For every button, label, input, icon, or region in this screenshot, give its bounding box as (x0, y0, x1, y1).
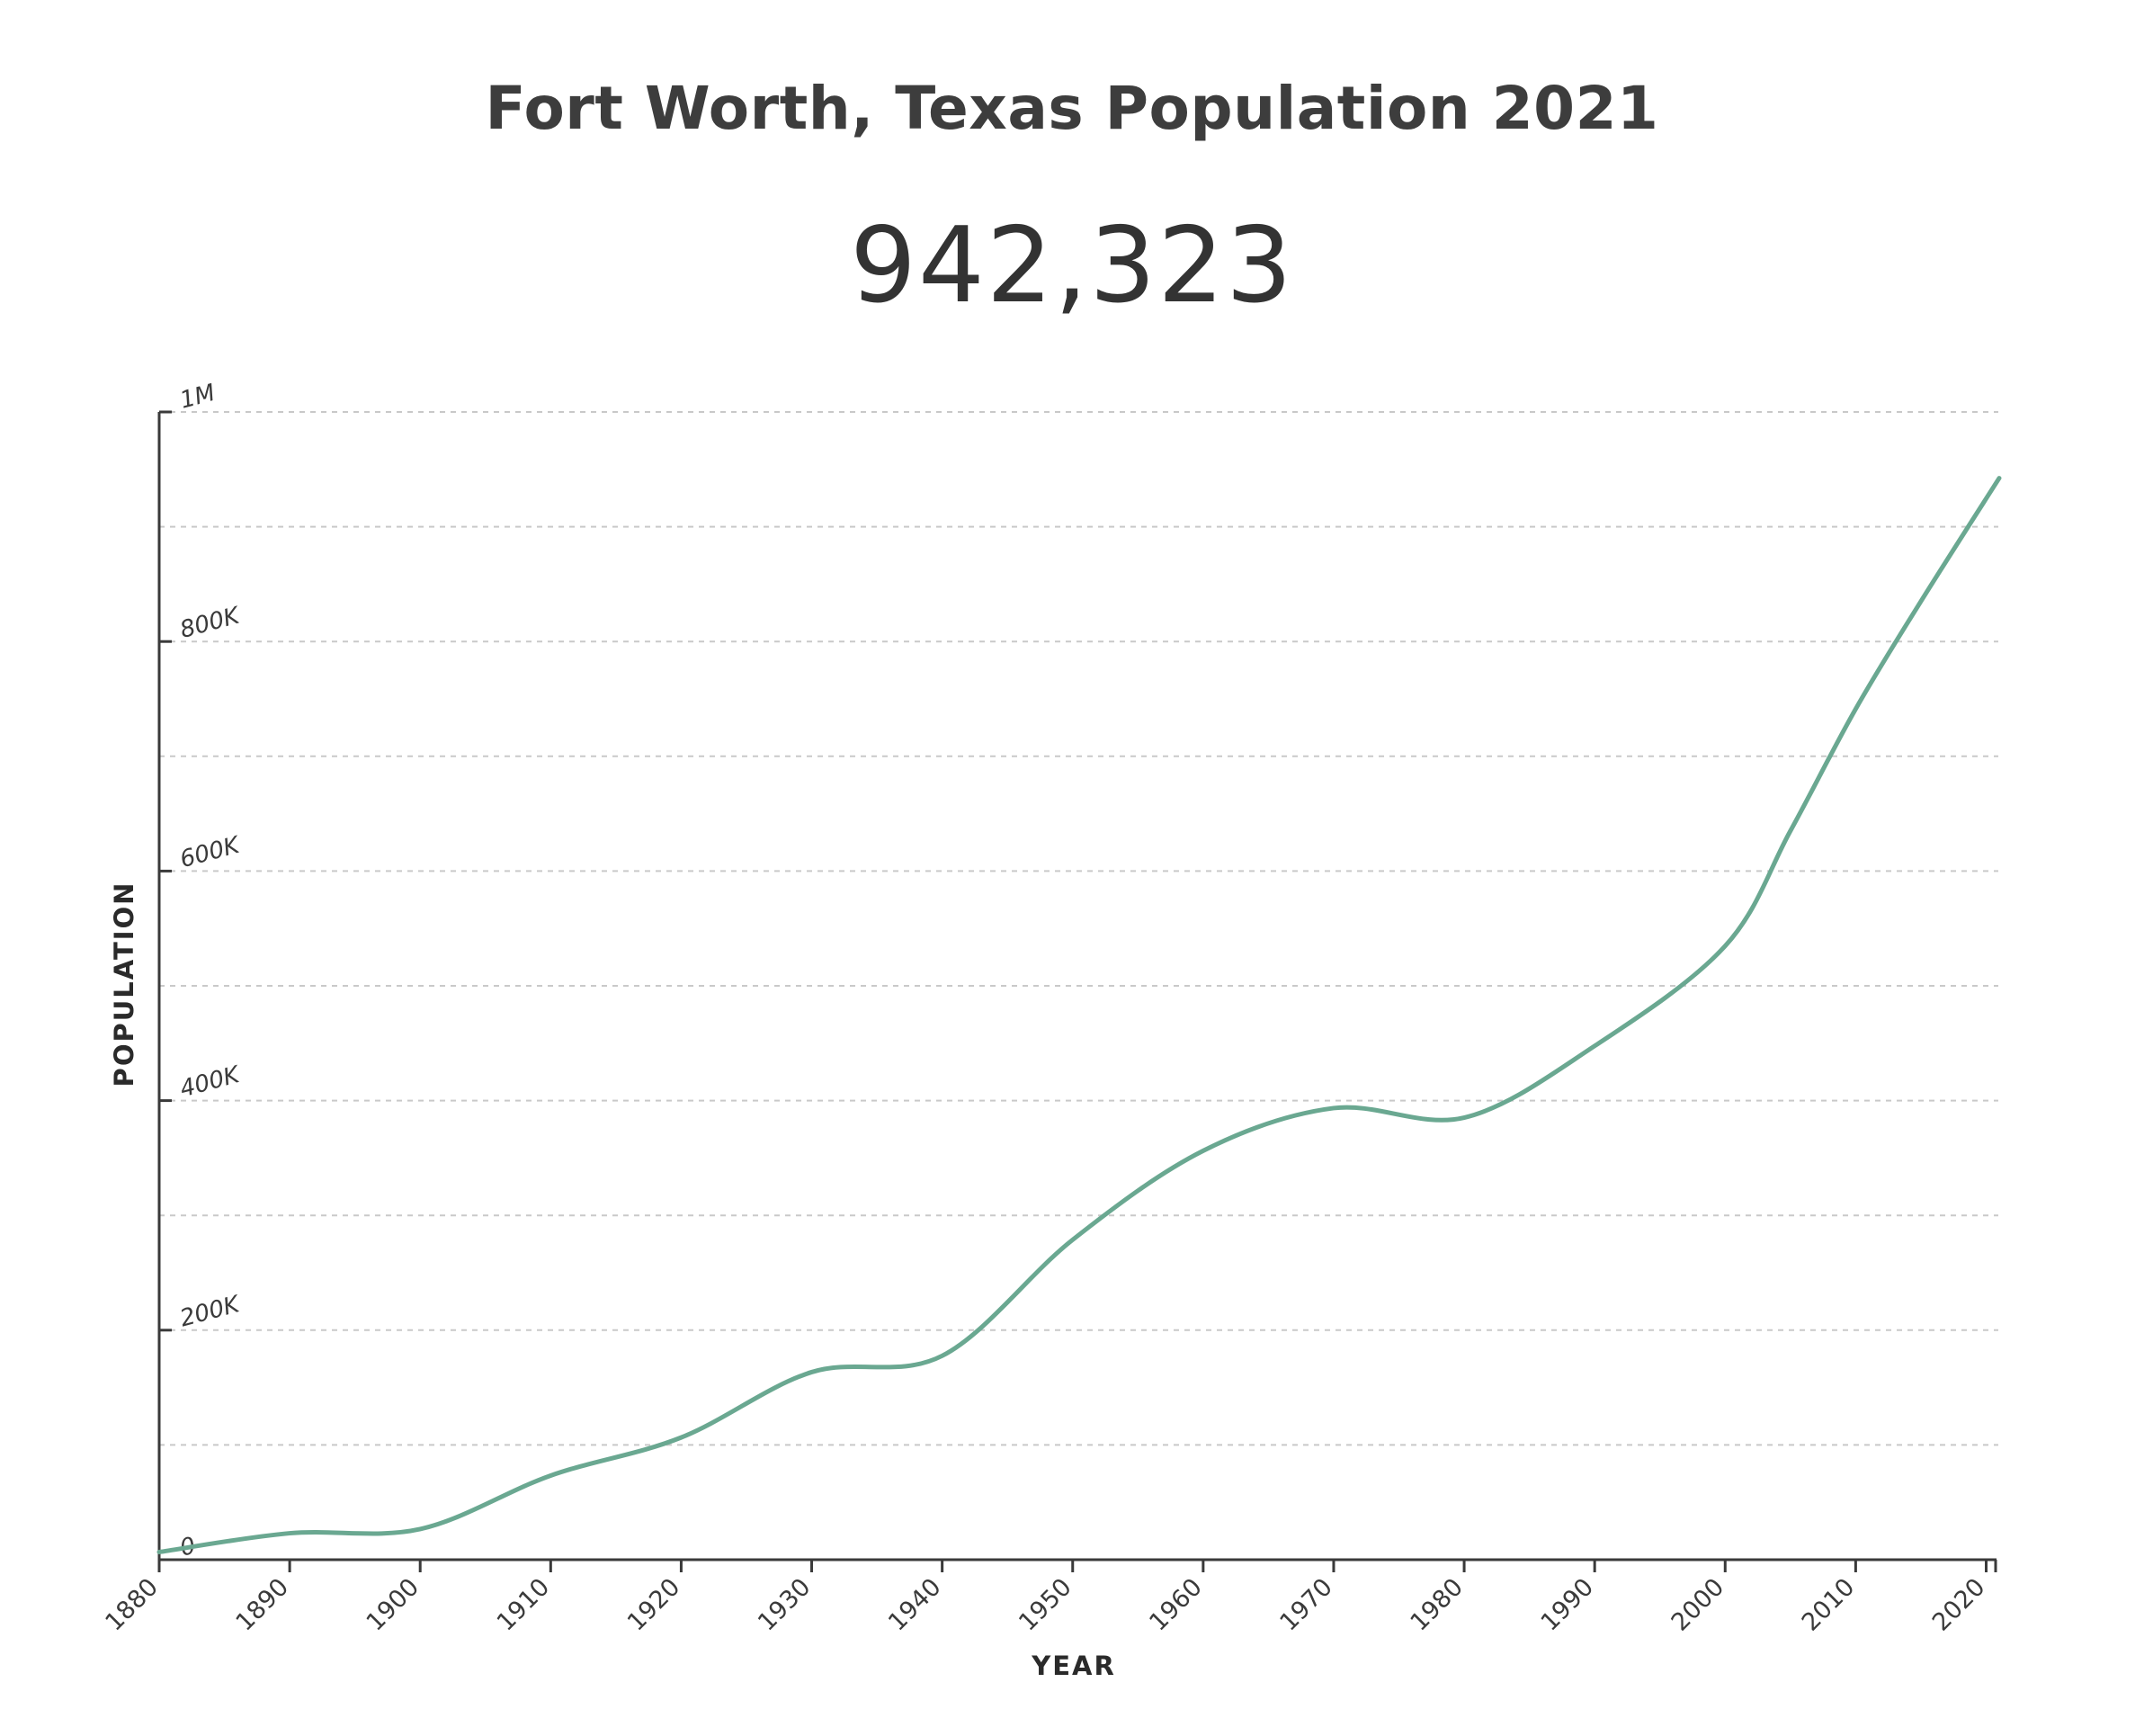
y-tick-label: 400K (177, 1061, 244, 1104)
chart-title: Fort Worth, Texas Population 2021 (485, 74, 1659, 143)
x-tick-label: 2020 (1927, 1573, 1991, 1637)
x-tick-label: 1910 (492, 1573, 556, 1637)
gridlines (159, 411, 1998, 1446)
x-tick-label: 1900 (362, 1573, 425, 1637)
x-tick-label: 1980 (1406, 1573, 1470, 1637)
x-tick-label: 1890 (231, 1573, 295, 1637)
axes (157, 412, 1997, 1572)
y-tick-label: 200K (177, 1291, 244, 1333)
x-tick-label: 1880 (100, 1573, 164, 1637)
x-axis-title: YEAR (1031, 1651, 1116, 1681)
x-tick-label: 1920 (622, 1573, 686, 1637)
population-series-line (156, 476, 2002, 1554)
y-axis-title: POPULATION (109, 881, 139, 1087)
current-population: 942,323 (850, 205, 1294, 327)
x-tick-label: 2010 (1797, 1573, 1861, 1637)
y-tick-label: 600K (177, 831, 244, 873)
x-tick-label: 2000 (1666, 1573, 1730, 1637)
x-tick-label: 1960 (1144, 1573, 1208, 1637)
y-tick-label: 800K (177, 602, 244, 644)
x-axis-ticks: 1880 1890 1900 1910 1920 1930 1940 1950 1960 1970… (100, 1560, 1990, 1637)
x-tick-label: 1950 (1014, 1573, 1077, 1637)
series-layer (156, 476, 2002, 1554)
x-tick-label: 1930 (753, 1573, 817, 1637)
y-tick-label: 1M (177, 380, 218, 415)
x-tick-label: 1990 (1536, 1573, 1600, 1637)
x-tick-label: 1970 (1274, 1573, 1338, 1637)
x-tick-label: 1940 (883, 1573, 947, 1637)
